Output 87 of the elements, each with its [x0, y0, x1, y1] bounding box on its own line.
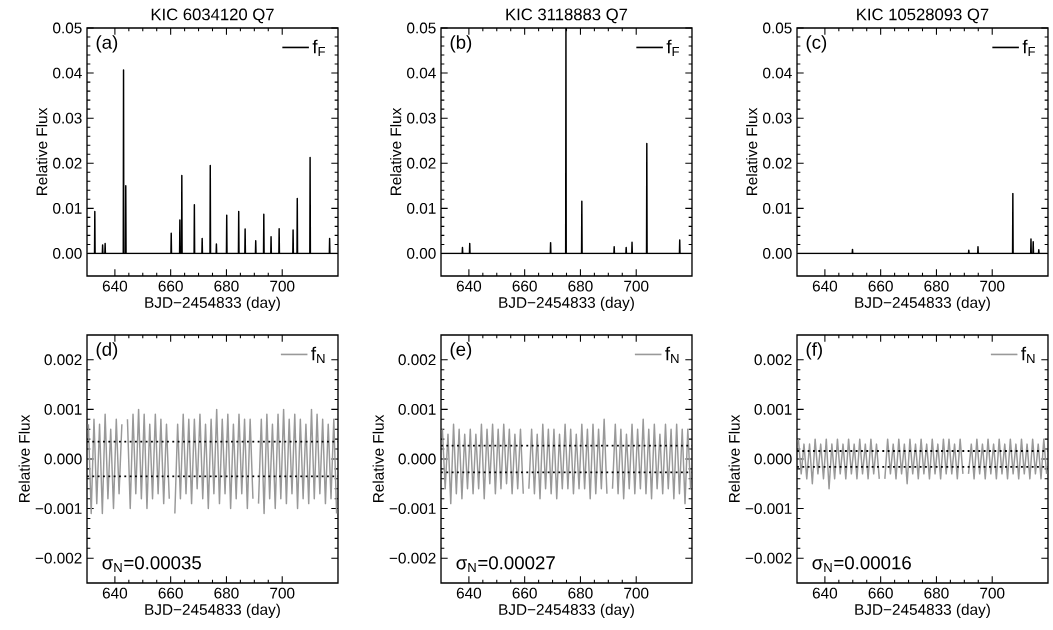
x-tick-label: 700: [980, 587, 1005, 599]
x-tick-label: 700: [624, 280, 649, 292]
y-tick-label: 0.000: [398, 453, 436, 465]
y-tick-label: −0.002: [35, 552, 82, 564]
y-tick-label: 0.002: [398, 354, 436, 366]
x-tick-label: 660: [868, 587, 893, 599]
y-axis-title: Relative Flux: [36, 107, 48, 196]
x-tick-label: 640: [456, 280, 482, 292]
y-tick-label: 0.03: [763, 112, 792, 124]
legend-label: f$_{N}$: [1021, 346, 1035, 364]
x-tick-label: 640: [102, 280, 128, 292]
legend-label: f$_{N}$: [311, 346, 325, 364]
x-tick-label: 680: [924, 587, 949, 599]
y-tick-label: 0.000: [44, 453, 82, 465]
y-tick-label: 0.001: [754, 403, 792, 415]
y-tick-label: 0.03: [407, 112, 436, 124]
y-tick-label: −0.001: [389, 503, 436, 515]
y-axis-title: Relative Flux: [728, 414, 740, 503]
annotation: (f): [806, 342, 822, 360]
x-axis-title: BJD−2454833 (day): [499, 296, 634, 311]
y-tick-label: 0.04: [763, 67, 792, 79]
y-tick-label: 0.000: [754, 453, 792, 465]
annotation: σ$_{N}$=0.00027: [456, 556, 555, 573]
x-axis-title: BJD−2454833 (day): [855, 296, 990, 311]
y-tick-label: 0.05: [53, 22, 82, 34]
y-tick-label: 0.01: [763, 202, 792, 214]
legend-label: f$_{N}$: [665, 346, 679, 364]
x-axis-title: BJD−2454833 (day): [145, 296, 280, 311]
chart-title: KIC 3118883 Q7: [506, 8, 628, 24]
y-tick-label: 0.02: [407, 157, 436, 169]
y-axis-title: Relative Flux: [372, 414, 384, 503]
x-tick-label: 640: [102, 587, 128, 599]
x-tick-label: 680: [568, 587, 593, 599]
chart-title: KIC 6034120 Q7: [151, 8, 274, 24]
y-tick-label: 0.02: [53, 157, 82, 169]
y-tick-label: 0.04: [407, 67, 436, 79]
y-tick-label: 0.00: [763, 248, 792, 259]
x-tick-label: 640: [812, 280, 838, 292]
y-tick-label: 0.04: [53, 67, 82, 79]
y-tick-label: −0.002: [389, 552, 436, 564]
x-tick-label: 660: [158, 280, 183, 292]
x-tick-label: 640: [812, 587, 838, 599]
y-tick-label: 0.02: [763, 157, 792, 169]
chart-title: KIC 10528093 Q7: [857, 8, 989, 24]
x-axis-title: BJD−2454833 (day): [145, 603, 280, 618]
annotation: (b): [450, 35, 472, 53]
x-tick-label: 700: [270, 280, 295, 292]
y-tick-label: 0.00: [53, 248, 82, 259]
x-tick-label: 660: [158, 587, 183, 599]
x-tick-label: 680: [214, 587, 239, 599]
y-tick-label: 0.05: [763, 22, 792, 34]
annotation: (c): [806, 35, 827, 53]
x-tick-label: 680: [568, 280, 593, 292]
x-tick-label: 660: [868, 280, 893, 292]
y-axis-title: Relative Flux: [18, 414, 30, 503]
y-tick-label: 0.03: [53, 112, 82, 124]
x-tick-label: 680: [214, 280, 239, 292]
y-tick-label: 0.01: [407, 202, 436, 214]
legend-label: f$_{F}$: [1022, 39, 1036, 57]
y-tick-label: 0.002: [754, 354, 792, 366]
legend-label: f$_{F}$: [312, 39, 326, 57]
y-tick-label: −0.001: [745, 503, 792, 515]
y-tick-label: 0.01: [53, 202, 82, 214]
y-tick-label: 0.001: [398, 403, 436, 415]
x-axis-title: BJD−2454833 (day): [499, 603, 634, 618]
annotation: (d): [96, 342, 118, 360]
x-tick-label: 700: [270, 587, 295, 599]
annotation: σ$_{N}$=0.00035: [102, 556, 201, 573]
y-tick-label: 0.001: [44, 403, 82, 415]
annotation: (a): [96, 35, 118, 53]
x-tick-label: 640: [456, 587, 482, 599]
y-tick-label: −0.001: [35, 503, 82, 515]
y-tick-label: 0.00: [407, 248, 436, 259]
y-tick-label: 0.002: [44, 354, 82, 366]
x-tick-label: 660: [512, 280, 537, 292]
x-tick-label: 680: [924, 280, 949, 292]
y-tick-label: 0.05: [407, 22, 436, 34]
y-axis-title: Relative Flux: [390, 107, 402, 196]
legend-label: f$_{F}$: [666, 39, 680, 57]
annotation: σ$_{N}$=0.00016: [812, 556, 911, 573]
annotation: (e): [450, 342, 472, 360]
x-tick-label: 700: [624, 587, 649, 599]
y-tick-label: −0.002: [745, 552, 792, 564]
y-axis-title: Relative Flux: [746, 107, 758, 196]
x-axis-title: BJD−2454833 (day): [855, 603, 990, 618]
x-tick-label: 660: [512, 587, 537, 599]
x-tick-label: 700: [980, 280, 1005, 292]
